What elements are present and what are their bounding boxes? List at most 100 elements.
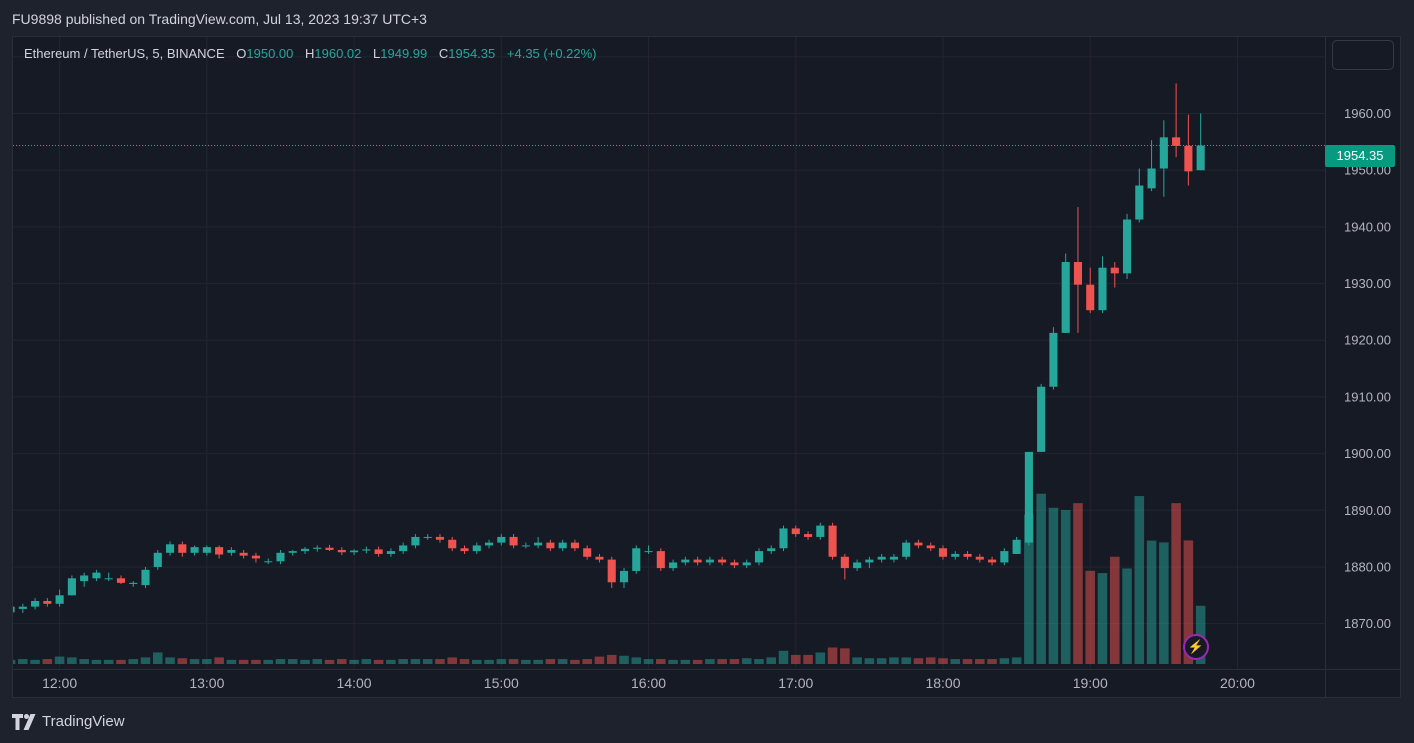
volume-bar — [557, 659, 568, 664]
volume-bar — [1146, 540, 1157, 664]
candle-body — [80, 575, 89, 582]
candle-body — [619, 570, 629, 583]
volume-bar — [741, 658, 752, 664]
volume-bar — [67, 657, 77, 664]
candle-body — [1172, 137, 1181, 146]
volume-bar — [422, 659, 433, 664]
candle-body — [472, 545, 481, 552]
volume-bar — [680, 659, 691, 664]
volume-bar — [337, 659, 347, 664]
volume-bar — [1159, 542, 1169, 664]
candle-body — [1049, 332, 1058, 387]
volume-bar — [116, 659, 126, 664]
volume-bar — [128, 659, 139, 664]
x-tick-label: 13:00 — [189, 675, 224, 691]
y-tick-label: 1900.00 — [1344, 446, 1391, 461]
candle-body — [313, 547, 322, 549]
volume-bar — [606, 654, 617, 664]
candle-body — [816, 525, 825, 537]
candle-body — [656, 551, 665, 569]
volume-bar — [521, 659, 531, 664]
symbol-name[interactable]: Ethereum / TetherUS, 5, BINANCE — [24, 46, 225, 61]
candle-body — [1159, 137, 1168, 169]
candle-body — [607, 559, 616, 583]
volume-bar — [1097, 573, 1108, 664]
candle-body — [1196, 145, 1205, 171]
candle-body — [1184, 145, 1193, 172]
candle-body — [583, 548, 592, 557]
volume-bar — [729, 659, 740, 664]
volume-bar — [1134, 496, 1145, 664]
volume-bar — [619, 655, 629, 664]
volume-bar — [889, 657, 899, 664]
volume-bar — [1024, 514, 1034, 664]
chart-toolbar-button[interactable] — [1332, 40, 1394, 70]
volume-bar — [790, 654, 801, 664]
volume-bar — [373, 659, 384, 664]
volume-bar — [717, 659, 727, 664]
volume-bar — [410, 659, 421, 664]
candle-body — [251, 555, 260, 559]
volume-bar — [594, 656, 605, 664]
volume-bar — [766, 657, 777, 664]
candle-body — [1086, 284, 1095, 311]
candle-body — [43, 600, 52, 604]
candle-body — [288, 551, 297, 553]
candle-body — [546, 542, 555, 549]
x-tick-label: 20:00 — [1220, 675, 1255, 691]
volume-bar — [852, 657, 862, 664]
x-tick-label: 18:00 — [925, 675, 960, 691]
volume-bar — [975, 659, 985, 664]
volume-bar — [1060, 510, 1071, 664]
candle-body — [951, 553, 960, 557]
candle-body — [18, 606, 27, 609]
volume-bar — [140, 657, 151, 664]
candle-body — [153, 552, 162, 567]
candle-body — [632, 548, 641, 571]
volume-bar — [42, 659, 53, 664]
candle-body — [1000, 551, 1009, 563]
candle-body — [534, 542, 543, 546]
candle-body — [669, 562, 678, 569]
volume-bar — [962, 659, 973, 664]
candle-body — [497, 536, 506, 543]
y-tick-label: 1880.00 — [1344, 559, 1391, 574]
volume-bar — [913, 658, 924, 664]
volume-bar — [18, 659, 28, 664]
volume-bar — [312, 659, 323, 664]
publisher-line: FU9898 published on TradingView.com, Jul… — [12, 11, 427, 27]
candle-body — [1037, 386, 1046, 452]
lightning-icon[interactable]: ⚡ — [1183, 634, 1209, 660]
x-tick-label: 15:00 — [484, 675, 519, 691]
volume-bar — [545, 659, 556, 664]
x-tick-label: 17:00 — [778, 675, 813, 691]
volume-bar — [287, 659, 298, 664]
candle-body — [1024, 451, 1033, 543]
candlestick-chart[interactable]: 1870.00 1880.00 1890.00 1900.00 1910.00 1920.… — [13, 37, 1400, 697]
candle-body — [350, 550, 359, 553]
volume-bar — [840, 648, 850, 664]
candle-body — [754, 551, 764, 563]
volume-bar — [386, 659, 396, 664]
volume-bar — [324, 659, 335, 664]
tradingview-logo[interactable] — [12, 714, 38, 730]
candle-body — [988, 559, 997, 563]
candle-body — [239, 552, 248, 556]
candle-body — [877, 556, 886, 560]
candle-body — [853, 562, 862, 569]
candle-body — [190, 547, 199, 553]
volume-bar — [987, 659, 997, 664]
candle-body — [938, 548, 948, 557]
volume-bar — [1048, 507, 1059, 664]
candle-body — [399, 545, 408, 552]
volume-bar — [1073, 503, 1083, 664]
open-label: O — [236, 46, 247, 61]
chart-panel[interactable]: 1870.00 1880.00 1890.00 1900.00 1910.00 1920.… — [12, 36, 1401, 698]
footer-brand[interactable]: TradingView — [42, 713, 125, 730]
volume-bar — [214, 657, 224, 664]
volume-bar — [901, 657, 911, 664]
volume-bar — [656, 659, 666, 664]
candle-body — [705, 559, 714, 563]
volume-bar — [435, 659, 445, 664]
volume-bar — [202, 659, 212, 664]
